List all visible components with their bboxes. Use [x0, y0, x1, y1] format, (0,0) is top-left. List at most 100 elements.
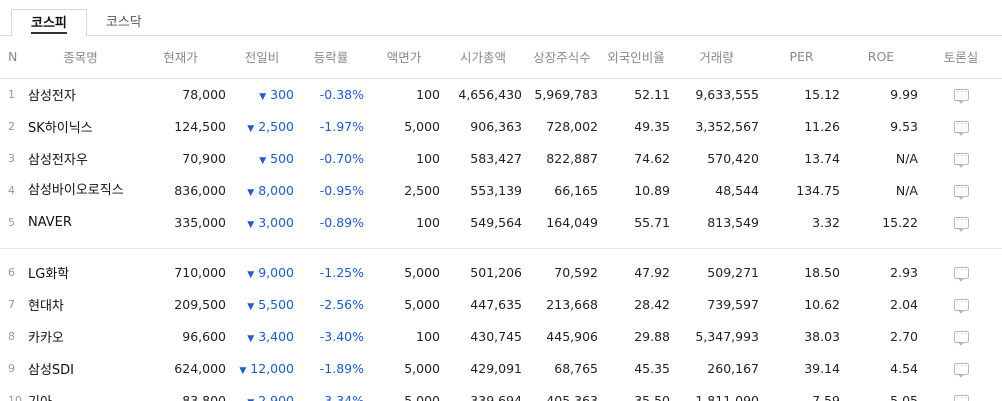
- discussion-cell: [920, 110, 1002, 142]
- change-rate: -3.34%: [319, 392, 364, 401]
- stock-name-link-cell: 현대차: [28, 288, 133, 320]
- foreign-ratio-cell: 28.42: [600, 288, 672, 320]
- down-arrow-icon: ▼: [247, 219, 255, 230]
- foreign-ratio-cell: 10.89: [600, 174, 672, 206]
- discussion-icon[interactable]: [953, 263, 969, 282]
- foreign-ratio-cell: 55.71: [600, 206, 672, 238]
- discussion-icon[interactable]: [953, 295, 969, 314]
- face-value-cell: 100: [366, 320, 442, 352]
- market-cap: 447,635: [470, 296, 522, 312]
- trade-volume: 739,597: [707, 296, 759, 312]
- current-price: 836,000: [174, 182, 226, 198]
- table-row: 3 삼성전자우 70,900 ▼ 500 -0.70% 100 583,427 822,887 7…: [0, 142, 1002, 174]
- discussion-cell: [920, 256, 1002, 288]
- col-header-per: PER: [761, 36, 842, 79]
- roe-value-cell: 9.99: [842, 78, 920, 110]
- listed-shares: 66,165: [554, 182, 598, 198]
- price-change: 2,500: [258, 118, 294, 134]
- discussion-icon[interactable]: [953, 149, 969, 168]
- market-cap: 339,694: [470, 392, 522, 401]
- current-price-cell: 624,000: [133, 352, 228, 384]
- current-price-cell: 335,000: [133, 206, 228, 238]
- discussion-icon[interactable]: [953, 117, 969, 136]
- per-value: 7.59: [812, 392, 840, 401]
- change-rate: -1.89%: [319, 360, 364, 376]
- face-value: 2,500: [404, 182, 440, 198]
- roe-value: 2.70: [890, 328, 918, 344]
- discussion-icon[interactable]: [953, 181, 969, 200]
- col-header-face: 액면가: [366, 36, 442, 79]
- stock-name-link[interactable]: 삼성바이오로직스: [28, 182, 124, 198]
- market-cap-cell: 583,427: [442, 142, 524, 174]
- down-arrow-icon: ▼: [247, 333, 255, 344]
- stock-name-link[interactable]: 삼성SDI: [28, 362, 75, 378]
- row-separator: [0, 248, 1002, 256]
- roe-value-cell: 2.04: [842, 288, 920, 320]
- face-value: 5,000: [404, 360, 440, 376]
- discussion-icon[interactable]: [953, 327, 969, 346]
- tab-kosdaq[interactable]: 코스닥: [87, 9, 161, 36]
- face-value-cell: 5,000: [366, 352, 442, 384]
- down-arrow-icon: ▼: [247, 187, 255, 198]
- trade-volume: 5,347,993: [695, 328, 759, 344]
- stock-name-link[interactable]: 기아: [28, 395, 52, 401]
- foreign-ratio: 10.89: [634, 182, 670, 198]
- stock-name-link-cell: 카카오: [28, 320, 133, 352]
- current-price: 96,600: [182, 328, 226, 344]
- listed-shares: 68,765: [554, 360, 598, 376]
- stock-name-link[interactable]: 카카오: [28, 330, 64, 346]
- down-arrow-icon: ▼: [247, 301, 255, 312]
- roe-value-cell: 2.93: [842, 256, 920, 288]
- change-rate-cell: -0.95%: [296, 174, 366, 206]
- per-value-cell: 38.03: [761, 320, 842, 352]
- listed-shares: 5,969,783: [534, 86, 598, 102]
- discussion-cell: [920, 206, 1002, 238]
- price-change: 3,400: [258, 328, 294, 344]
- stock-name-link[interactable]: 삼성전자: [28, 88, 76, 104]
- stock-name-link[interactable]: NAVER: [28, 214, 72, 230]
- row-number-cell: 8: [0, 320, 28, 352]
- per-value-cell: 15.12: [761, 78, 842, 110]
- price-change: 8,000: [258, 182, 294, 198]
- row-number: 3: [8, 151, 15, 165]
- market-cap-cell: 4,656,430: [442, 78, 524, 110]
- price-change-cell: ▼ 300: [228, 78, 296, 110]
- discussion-cell: [920, 320, 1002, 352]
- per-value: 3.32: [812, 214, 840, 230]
- stock-name-link[interactable]: LG화학: [28, 266, 70, 282]
- discussion-icon[interactable]: [953, 359, 969, 378]
- stock-name-link-cell: SK하이닉스: [28, 110, 133, 142]
- stock-name-link[interactable]: 삼성전자우: [28, 152, 88, 168]
- discussion-icon[interactable]: [953, 213, 969, 232]
- roe-value: 2.04: [890, 296, 918, 312]
- market-cap-cell: 430,745: [442, 320, 524, 352]
- col-header-foreign: 외국인비율: [600, 36, 672, 79]
- down-arrow-icon: ▼: [259, 91, 267, 102]
- per-value-cell: 13.74: [761, 142, 842, 174]
- listed-shares-cell: 213,668: [524, 288, 600, 320]
- per-value-cell: 3.32: [761, 206, 842, 238]
- col-header-shares: 상장주식수: [524, 36, 600, 79]
- current-price-cell: 209,500: [133, 288, 228, 320]
- table-row: 2 SK하이닉스 124,500 ▼ 2,500 -1.97% 5,000 906,363 72…: [0, 110, 1002, 142]
- discussion-icon[interactable]: [953, 391, 969, 401]
- foreign-ratio-cell: 52.11: [600, 78, 672, 110]
- stock-name-link[interactable]: SK하이닉스: [28, 120, 93, 136]
- col-header-diff: 전일비: [228, 36, 296, 79]
- discussion-icon[interactable]: [953, 85, 969, 105]
- stock-name-link[interactable]: 현대차: [28, 298, 64, 314]
- per-value-cell: 7.59: [761, 384, 842, 401]
- price-change-cell: ▼ 500: [228, 142, 296, 174]
- price-change: 2,900: [258, 392, 294, 401]
- face-value: 5,000: [404, 118, 440, 134]
- listed-shares: 213,668: [546, 296, 598, 312]
- trade-volume: 48,544: [715, 182, 759, 198]
- market-tabs: 코스피 코스닥: [11, 9, 161, 37]
- down-arrow-icon: ▼: [247, 269, 255, 280]
- roe-value: 9.99: [890, 86, 918, 102]
- price-change: 500: [270, 150, 294, 166]
- change-rate-cell: -0.70%: [296, 142, 366, 174]
- tab-kospi[interactable]: 코스피: [11, 9, 87, 37]
- current-price-cell: 836,000: [133, 174, 228, 206]
- foreign-ratio: 47.92: [634, 264, 670, 280]
